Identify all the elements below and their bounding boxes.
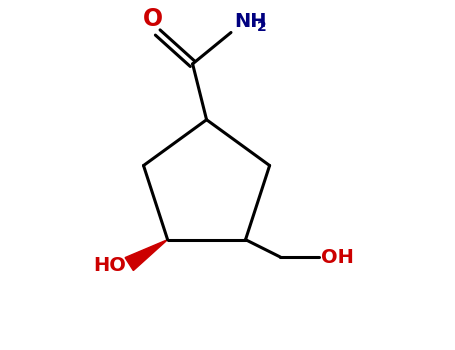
Text: NH: NH <box>234 12 267 31</box>
Text: HO: HO <box>93 256 126 275</box>
Text: OH: OH <box>320 247 354 267</box>
Text: 2: 2 <box>257 20 267 34</box>
Text: O: O <box>142 7 162 31</box>
Polygon shape <box>125 240 167 271</box>
